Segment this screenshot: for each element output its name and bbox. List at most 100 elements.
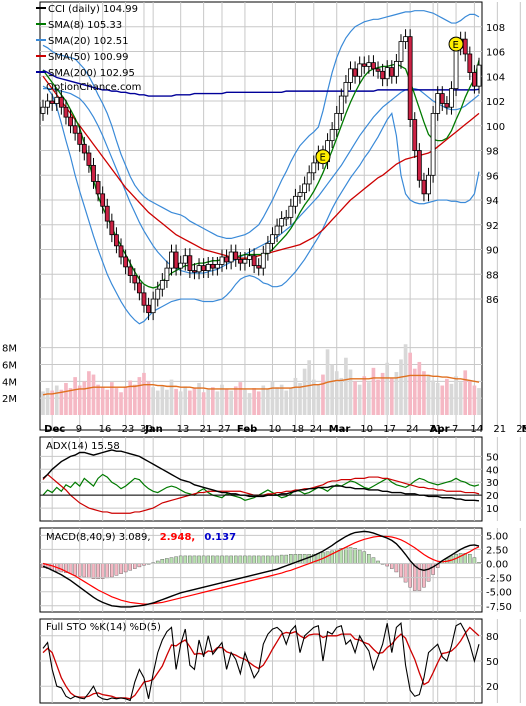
candle-body: [81, 143, 87, 154]
candle-body: [338, 95, 344, 114]
volume-bar: [445, 378, 449, 415]
sto-y-tick: 20: [486, 682, 499, 693]
price-frame: [39, 1, 483, 431]
volume-bar: [256, 391, 261, 415]
macd-histogram-bar: [431, 563, 435, 575]
price-y-tick: 100: [486, 122, 505, 133]
volume-bar: [238, 382, 243, 415]
x-tick-label: 13: [177, 424, 190, 435]
volume-bar: [357, 384, 362, 415]
macd-histogram-bar: [279, 554, 284, 564]
macd-histogram-bar: [220, 555, 224, 564]
volume-bar: [412, 368, 417, 415]
candle-body: [72, 125, 78, 134]
legend-swatch-sma50: [36, 55, 46, 57]
macd-histogram-bar: [183, 555, 188, 564]
candle-body: [86, 152, 92, 166]
candle-body: [49, 100, 55, 104]
volume-bar: [293, 377, 298, 415]
volume-bar: [197, 383, 201, 415]
volume-bar: [380, 372, 385, 415]
candle-body: [279, 218, 285, 227]
x-tick-label: Feb: [237, 424, 257, 435]
volume-bar: [284, 390, 289, 415]
volume-bar: [399, 359, 403, 415]
volume-bar: [316, 384, 321, 415]
price-y-tick: 106: [486, 48, 505, 59]
candle-body: [150, 298, 156, 314]
volume-y-tick: 6M: [2, 360, 17, 371]
volume-bar: [169, 379, 174, 415]
macd-histogram-bar: [325, 551, 330, 564]
volume-bar: [243, 389, 247, 415]
x-tick-label: 7: [452, 424, 458, 435]
macd-histogram-bar: [252, 555, 256, 564]
sto-legend: Full STO %K(14) %D(5): [46, 622, 161, 633]
volume-bar: [64, 383, 68, 415]
volume-y-tick: 8M: [2, 344, 17, 355]
volume-bar: [146, 381, 151, 415]
volume-bar: [477, 388, 481, 415]
bollinger-lower-line: [42, 85, 480, 325]
adx-y-tick: 10: [486, 504, 499, 515]
candle-body: [228, 251, 234, 263]
legend-sma200: SMA(200) 102.95: [48, 68, 135, 79]
candle-body: [247, 255, 252, 260]
candle-body: [164, 267, 170, 281]
plus-di-line: [42, 473, 480, 501]
volume-bar: [137, 377, 142, 415]
volume-bar: [123, 386, 128, 415]
volume-bar: [160, 385, 165, 415]
sto-y-tick: 50: [486, 657, 499, 668]
candle-body: [274, 225, 280, 236]
macd-histogram-bar: [128, 563, 133, 571]
candle-body: [407, 36, 413, 120]
volume-bar: [449, 383, 454, 415]
macd-histogram-bar: [110, 563, 114, 578]
candle-body: [426, 174, 431, 195]
volume-bar: [472, 385, 477, 415]
candle-body: [393, 61, 399, 77]
macd-histogram-bar: [160, 559, 165, 564]
candle-body: [63, 106, 69, 118]
candle-body: [343, 82, 349, 97]
volume-bar: [426, 374, 431, 415]
candle-body: [439, 93, 445, 104]
price-y-tick: 86: [486, 295, 499, 306]
price-y-tick: 108: [486, 23, 505, 34]
candle-body: [155, 288, 161, 300]
macd-histogram-bar: [215, 555, 220, 564]
volume-bar: [422, 371, 426, 415]
main-legend: CCI (daily) 104.99 SMA(8) 105.33 SMA(20)…: [36, 4, 141, 93]
macd-histogram-bar: [371, 557, 376, 564]
volume-bar: [311, 379, 316, 415]
volume-bar: [302, 368, 307, 415]
macd-histogram-bar: [403, 563, 408, 583]
macd-line: [42, 530, 480, 608]
volume-bar: [142, 372, 146, 415]
volume-bar: [87, 371, 91, 415]
volume-bar: [247, 393, 252, 415]
candle-body: [288, 205, 294, 218]
x-tick-label: 17: [383, 424, 396, 435]
volume-bar: [183, 386, 188, 415]
x-tick-label: 14: [470, 424, 483, 435]
macd-histogram-bar: [137, 563, 142, 568]
candle-body: [256, 265, 262, 269]
volume-bar: [467, 380, 472, 415]
candle-body: [352, 68, 358, 77]
volume-bar: [330, 364, 334, 415]
macd-histogram-bar: [73, 563, 77, 576]
candle-body: [449, 88, 454, 108]
volume-bar: [403, 344, 408, 415]
volume-bar: [394, 372, 399, 415]
price-y-tick: 104: [486, 72, 505, 83]
candle-body: [109, 220, 115, 236]
legend-swatch-sma20: [36, 39, 46, 41]
candle-body: [380, 70, 386, 80]
candle-body: [192, 270, 197, 273]
macd-histogram-bar: [114, 563, 119, 576]
candle-body: [472, 72, 477, 87]
candle-body: [384, 67, 390, 80]
price-y-tick: 90: [486, 246, 499, 257]
